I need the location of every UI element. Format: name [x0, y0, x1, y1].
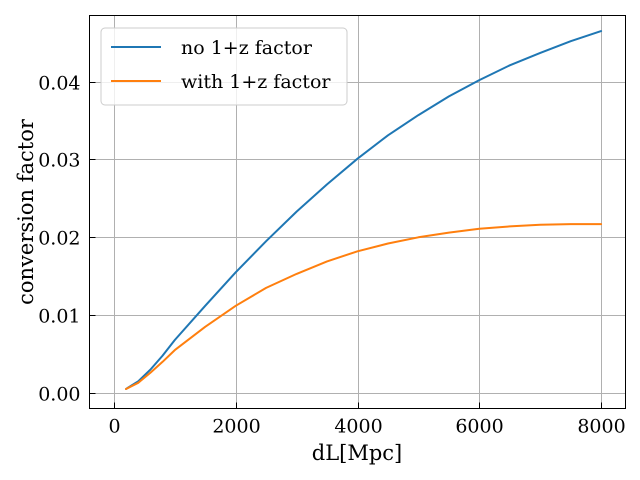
y-axis-label: conversion factor	[14, 118, 38, 305]
x-axis-label: dL[Mpc]	[312, 441, 402, 465]
legend: no 1+z factor with 1+z factor	[100, 27, 348, 106]
y-tick-label: 0.02	[38, 228, 80, 250]
legend-box	[100, 27, 348, 106]
legend-label-no-1z: no 1+z factor	[181, 37, 313, 59]
y-tick-label: 0.04	[38, 73, 80, 95]
series-line-0	[125, 30, 603, 390]
y-tick-label: 0.00	[38, 384, 80, 406]
plot-frame	[89, 15, 626, 409]
x-tick-label: 6000	[455, 416, 503, 438]
series-lines	[125, 30, 603, 390]
y-tick-label: 0.03	[38, 150, 80, 172]
x-axis-ticks: 0 2000 4000 6000 8000	[108, 402, 626, 438]
legend-label-with-1z: with 1+z factor	[181, 71, 331, 93]
y-axis-ticks: 0.00 0.01 0.02 0.03 0.04	[38, 73, 96, 406]
x-tick-label: 8000	[577, 416, 625, 438]
x-tick-label: 4000	[334, 416, 382, 438]
series-line-1	[125, 223, 603, 390]
x-tick-label: 0	[108, 416, 120, 438]
y-tick-label: 0.01	[38, 306, 80, 328]
x-tick-label: 2000	[212, 416, 260, 438]
